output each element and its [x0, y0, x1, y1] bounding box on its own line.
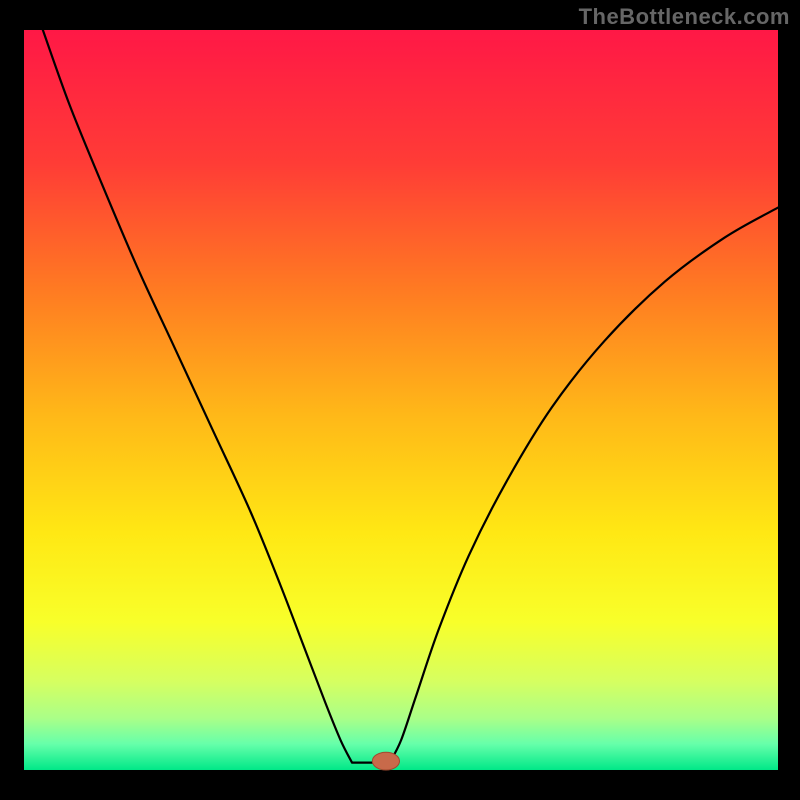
plot-background — [24, 30, 778, 770]
watermark-text: TheBottleneck.com — [579, 4, 790, 30]
bottleneck-chart — [0, 0, 800, 800]
optimum-marker — [372, 752, 399, 770]
chart-container: TheBottleneck.com — [0, 0, 800, 800]
